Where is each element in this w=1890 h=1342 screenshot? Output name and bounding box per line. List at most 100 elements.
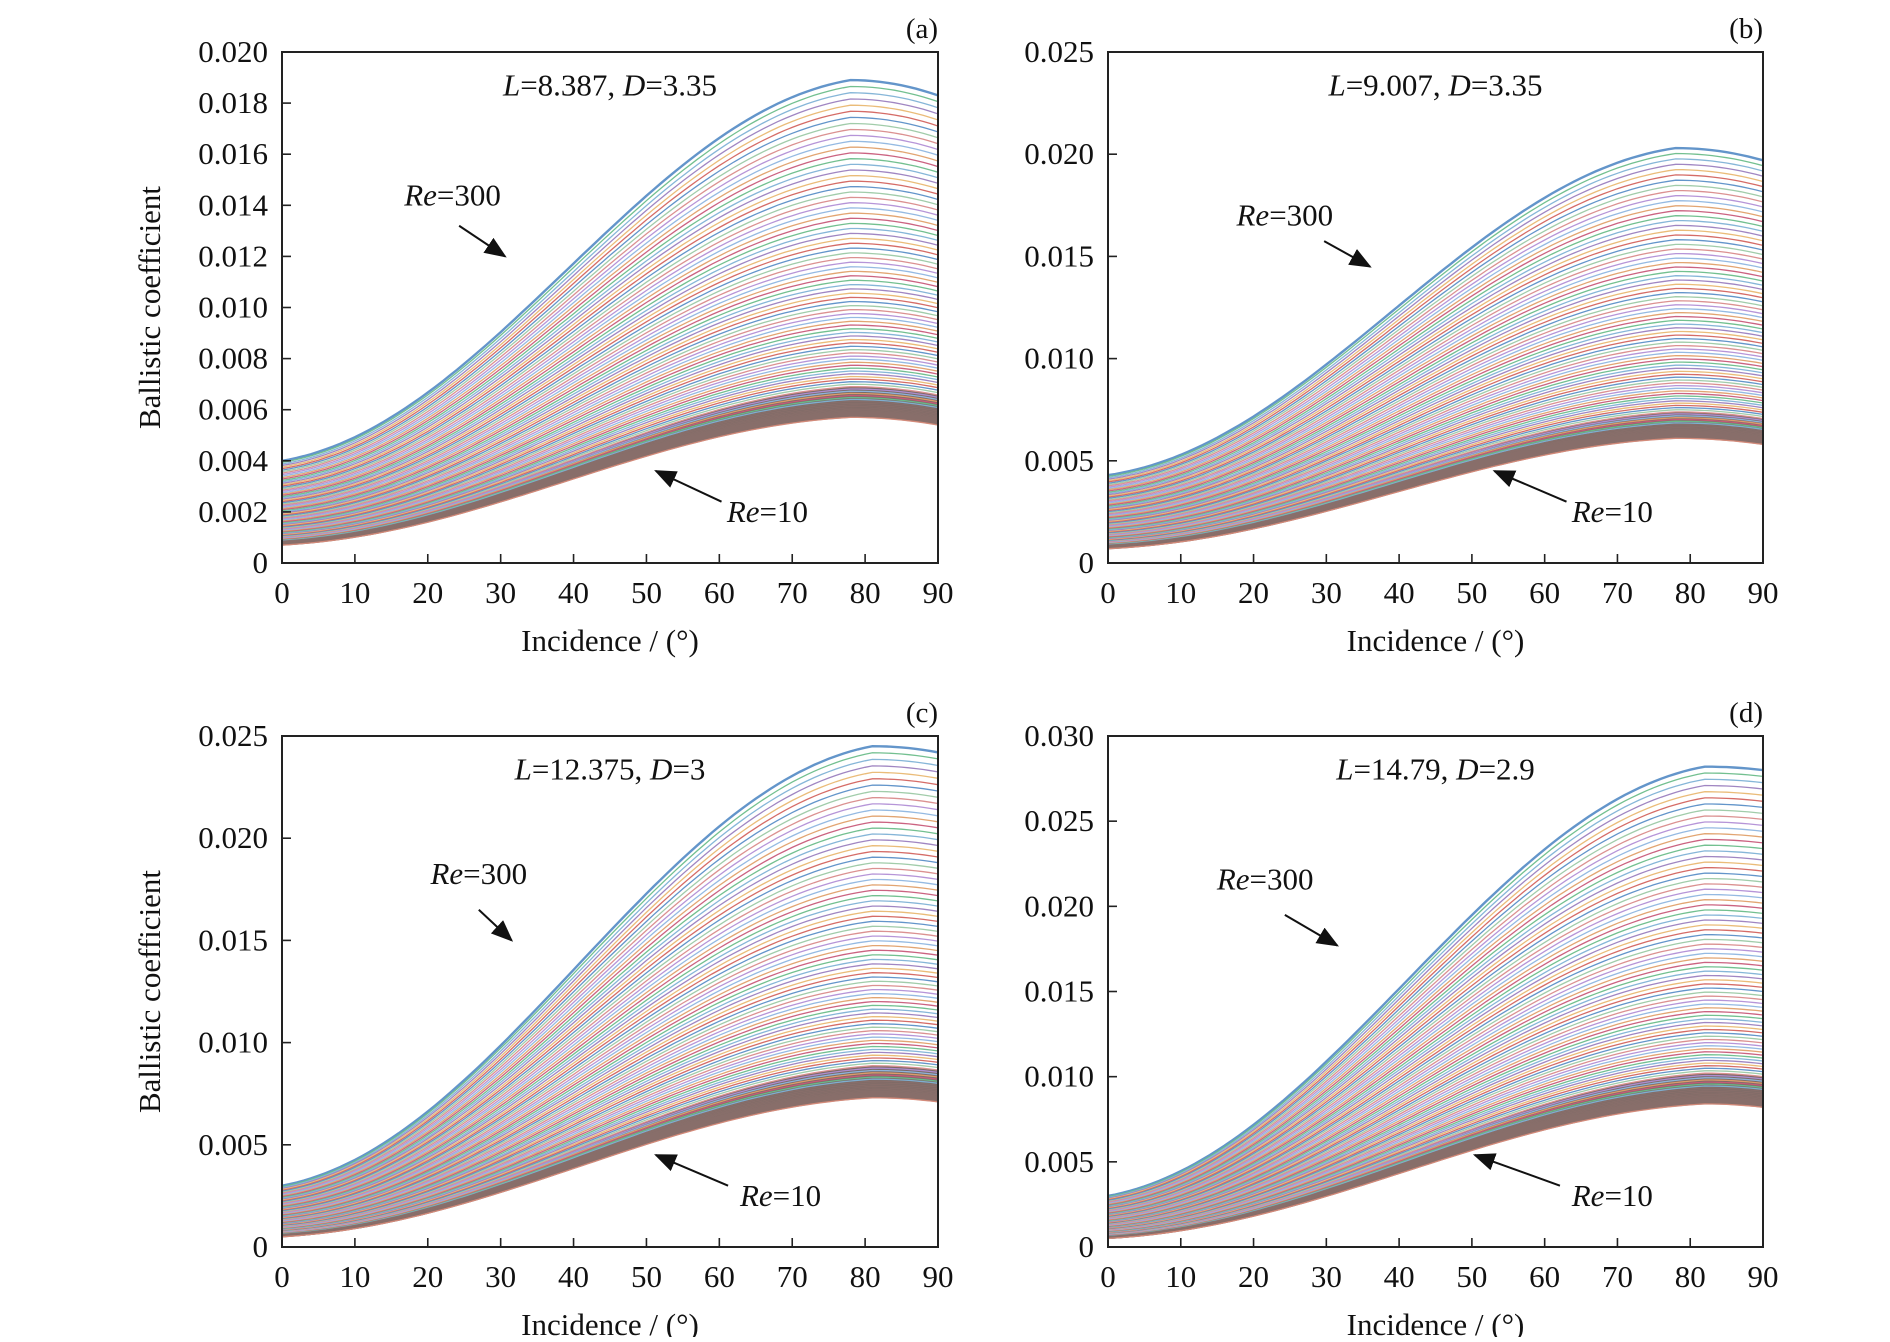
re-curve: [1108, 404, 1763, 542]
re-curve: [282, 1059, 938, 1233]
re-symbol: Re: [739, 1178, 773, 1213]
re-curve: [1108, 379, 1763, 535]
re-curve: [282, 270, 938, 510]
annotation-arrow: [1472, 1153, 1561, 1187]
curve-set: [1108, 146, 1763, 550]
re-curve: [1108, 364, 1763, 531]
re-curve: [1108, 778, 1763, 1199]
re-curve: [282, 338, 938, 527]
re-curve: [282, 845, 938, 1201]
x-tick-label: 80: [850, 575, 881, 610]
x-tick-label: 80: [1675, 1259, 1706, 1294]
re-curve: [282, 361, 938, 532]
re-curve: [1108, 390, 1763, 538]
re-curve: [282, 85, 938, 464]
panel-label: (b): [1729, 13, 1763, 45]
axes-frame: [281, 735, 939, 1248]
x-tick-label: 10: [1165, 575, 1196, 610]
re-curve: [1108, 344, 1763, 526]
re-curve: [282, 884, 938, 1207]
re-curve: [282, 856, 938, 1203]
re-curve: [282, 345, 938, 529]
re-low-annotation: Re=10: [1571, 494, 1653, 529]
panel-label: (c): [906, 697, 938, 729]
re-curve: [282, 815, 938, 1197]
re-curve: [1108, 411, 1763, 543]
x-tick-label: 70: [777, 1259, 808, 1294]
re-curve: [1108, 392, 1763, 538]
re-curve: [282, 1015, 938, 1226]
re-curve: [1108, 184, 1763, 486]
re-curve: [282, 383, 938, 538]
re-curve: [1108, 376, 1763, 534]
annotation-arrow: [478, 909, 514, 942]
re-curve: [1108, 966, 1763, 1222]
re-curve: [1108, 397, 1763, 540]
parameter-annotation: L=9.007, D=3.35: [1327, 68, 1542, 103]
re-symbol: Re: [1571, 494, 1605, 529]
param-value: =2.9: [1479, 752, 1535, 787]
re-curve: [282, 358, 938, 532]
re-curve: [1108, 205, 1763, 491]
axes-frame: [1107, 51, 1764, 564]
re-curve: [1108, 370, 1763, 533]
re-curve: [1108, 1028, 1763, 1230]
y-tick-label: 0: [253, 1229, 269, 1264]
x-tick-label: 70: [777, 575, 808, 610]
re-curve: [282, 252, 938, 505]
re-curve: [1108, 833, 1763, 1206]
re-curve: [282, 316, 938, 521]
re-curve: [1108, 174, 1763, 483]
re-curve: [1108, 291, 1763, 513]
re-curve: [282, 352, 938, 530]
re-curve: [1108, 909, 1763, 1215]
re-low-annotation: Re=10: [726, 494, 808, 529]
re-curve: [282, 992, 938, 1223]
re-curve: [282, 331, 938, 525]
re-curve: [282, 1000, 938, 1224]
re-curve: [282, 984, 938, 1222]
re-curve: [1108, 1103, 1763, 1240]
re-curve: [1108, 961, 1763, 1222]
re-low-annotation: Re=10: [739, 1178, 821, 1213]
param-value: =8.387,: [520, 68, 623, 103]
re-curve: [282, 237, 938, 502]
re-curve: [282, 1048, 938, 1231]
re-curve: [282, 905, 938, 1210]
annotation-arrow: [1323, 240, 1372, 268]
re-low-annotation: Re=10: [1571, 1178, 1653, 1213]
re-curve: [1108, 409, 1763, 543]
re-curve: [1108, 215, 1763, 493]
re-curve: [282, 915, 938, 1212]
re-curve: [282, 833, 938, 1200]
re-curve: [282, 873, 938, 1205]
re-curve: [1108, 373, 1763, 534]
re-curve: [282, 894, 938, 1209]
re-curve: [282, 1029, 938, 1228]
re-curve: [282, 217, 938, 497]
re-curve: [282, 335, 938, 526]
x-tick-label: 30: [1311, 575, 1342, 610]
re-curve: [1108, 957, 1763, 1221]
re-curve: [282, 104, 938, 468]
re-curve: [1108, 402, 1763, 541]
annotation-arrow: [1492, 470, 1567, 503]
re-value: =300: [1250, 861, 1314, 896]
re-curve: [282, 758, 938, 1189]
re-curve: [282, 222, 938, 498]
re-curve: [282, 196, 938, 491]
re-curve: [1108, 312, 1763, 518]
x-tick-label: 60: [1529, 1259, 1560, 1294]
re-curve: [1108, 974, 1763, 1223]
re-curve: [282, 972, 938, 1220]
re-curve: [1108, 995, 1763, 1226]
param-value: =12.375,: [532, 752, 650, 787]
y-axis-label: Ballistic coefficient: [132, 870, 167, 1113]
re-curve: [282, 212, 938, 495]
re-curve: [1108, 210, 1763, 492]
y-tick-label: 0.015: [198, 922, 268, 957]
re-curve: [1108, 296, 1763, 514]
re-curve: [1108, 838, 1763, 1206]
re-curve: [1108, 948, 1763, 1220]
re-curve: [1108, 169, 1763, 482]
